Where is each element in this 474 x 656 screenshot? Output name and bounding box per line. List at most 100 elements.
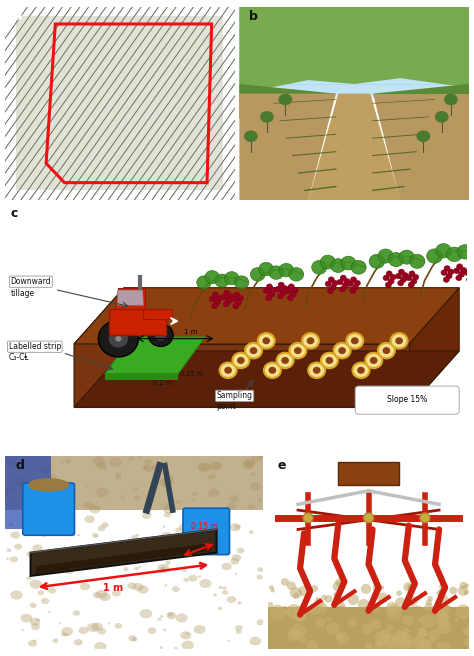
- Circle shape: [452, 617, 457, 621]
- Circle shape: [302, 333, 319, 348]
- Circle shape: [226, 298, 232, 304]
- Circle shape: [292, 287, 298, 293]
- Circle shape: [410, 255, 425, 268]
- Circle shape: [250, 347, 257, 354]
- Circle shape: [279, 264, 293, 277]
- Circle shape: [362, 624, 373, 634]
- Circle shape: [249, 637, 261, 646]
- Circle shape: [64, 566, 74, 574]
- Circle shape: [448, 269, 454, 275]
- Circle shape: [347, 281, 354, 287]
- Text: 1 m: 1 m: [103, 583, 123, 594]
- Circle shape: [421, 615, 436, 628]
- Circle shape: [258, 333, 275, 348]
- Circle shape: [271, 588, 275, 592]
- Text: c: c: [10, 207, 18, 220]
- Circle shape: [234, 292, 240, 298]
- Circle shape: [161, 532, 173, 541]
- Circle shape: [361, 584, 371, 594]
- Circle shape: [264, 363, 281, 378]
- Circle shape: [40, 532, 47, 537]
- Circle shape: [326, 357, 333, 364]
- Circle shape: [411, 279, 417, 284]
- Circle shape: [64, 459, 71, 464]
- Bar: [239, 2, 469, 11]
- Circle shape: [464, 270, 470, 276]
- Circle shape: [403, 622, 413, 631]
- Circle shape: [67, 561, 71, 564]
- Circle shape: [1, 488, 11, 495]
- Circle shape: [212, 539, 220, 545]
- Circle shape: [352, 638, 358, 644]
- Circle shape: [222, 510, 229, 516]
- Circle shape: [427, 249, 442, 263]
- Circle shape: [315, 636, 320, 641]
- Circle shape: [305, 621, 313, 628]
- Circle shape: [166, 612, 176, 619]
- Circle shape: [46, 563, 53, 568]
- Circle shape: [237, 357, 245, 364]
- Circle shape: [342, 283, 348, 289]
- Circle shape: [206, 520, 216, 527]
- Circle shape: [363, 611, 367, 615]
- Bar: [239, 30, 469, 39]
- Circle shape: [212, 462, 222, 470]
- Circle shape: [294, 606, 303, 615]
- Circle shape: [21, 629, 24, 631]
- Circle shape: [277, 624, 285, 632]
- Circle shape: [332, 632, 343, 643]
- Circle shape: [147, 627, 156, 634]
- Circle shape: [402, 624, 414, 635]
- Circle shape: [236, 300, 242, 305]
- Circle shape: [407, 584, 413, 589]
- Circle shape: [6, 558, 9, 560]
- Circle shape: [73, 610, 80, 616]
- Circle shape: [182, 569, 187, 572]
- Circle shape: [358, 599, 370, 610]
- Circle shape: [353, 363, 369, 378]
- Circle shape: [208, 495, 211, 498]
- Circle shape: [235, 573, 237, 575]
- Circle shape: [307, 645, 312, 650]
- Circle shape: [402, 273, 409, 278]
- Circle shape: [166, 475, 173, 481]
- Circle shape: [336, 634, 343, 641]
- Circle shape: [402, 627, 409, 634]
- Circle shape: [319, 604, 328, 612]
- Circle shape: [79, 627, 88, 634]
- Circle shape: [328, 277, 334, 283]
- Circle shape: [435, 111, 448, 123]
- Bar: [239, 34, 469, 43]
- Circle shape: [98, 525, 105, 531]
- Circle shape: [199, 463, 211, 472]
- Circle shape: [234, 525, 240, 529]
- Circle shape: [269, 585, 274, 590]
- Circle shape: [215, 274, 229, 287]
- Circle shape: [179, 523, 191, 532]
- Circle shape: [96, 590, 107, 598]
- Circle shape: [61, 627, 73, 636]
- Circle shape: [108, 623, 110, 625]
- Circle shape: [246, 462, 255, 468]
- Circle shape: [365, 605, 371, 612]
- Circle shape: [350, 288, 356, 294]
- Circle shape: [112, 590, 121, 596]
- Circle shape: [74, 639, 83, 646]
- Text: 1 m: 1 m: [184, 329, 197, 335]
- Circle shape: [10, 531, 20, 539]
- Circle shape: [164, 512, 171, 518]
- Circle shape: [109, 458, 122, 467]
- Polygon shape: [239, 94, 336, 200]
- Circle shape: [208, 488, 219, 497]
- Circle shape: [195, 525, 205, 533]
- Circle shape: [211, 303, 218, 309]
- Circle shape: [89, 504, 101, 514]
- Circle shape: [11, 472, 16, 476]
- Circle shape: [313, 367, 320, 374]
- Circle shape: [351, 337, 359, 344]
- Circle shape: [98, 628, 106, 634]
- Circle shape: [326, 623, 340, 635]
- Bar: [239, 75, 469, 85]
- Circle shape: [299, 628, 305, 633]
- Circle shape: [315, 613, 321, 619]
